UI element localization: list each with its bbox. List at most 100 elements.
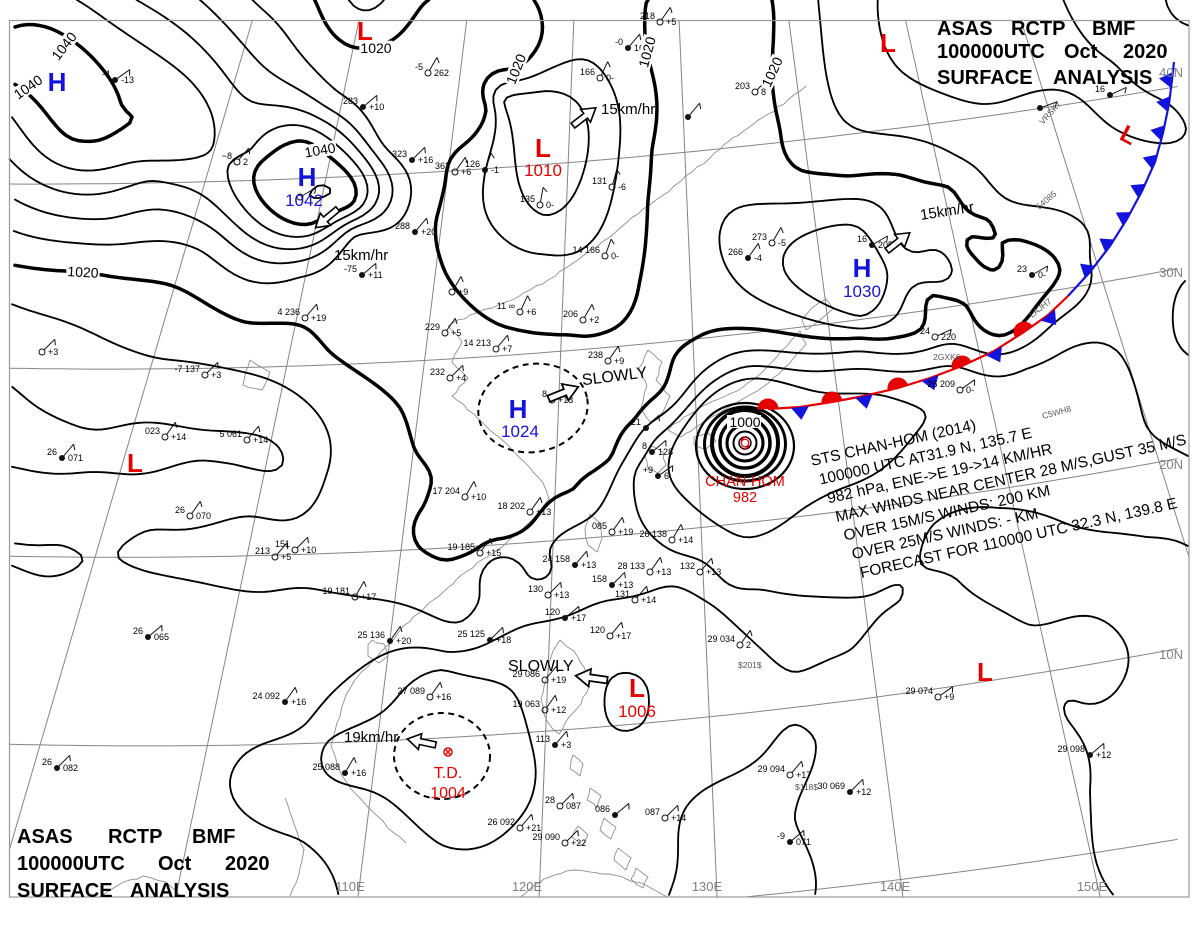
svg-text:-4: -4 bbox=[754, 253, 762, 263]
svg-text:266: 266 bbox=[728, 247, 743, 257]
svg-text:213: 213 bbox=[255, 546, 270, 556]
svg-text:BMF: BMF bbox=[1092, 18, 1135, 40]
svg-text:+19: +19 bbox=[551, 675, 566, 685]
svg-text:220: 220 bbox=[941, 332, 956, 342]
svg-text:0-: 0- bbox=[966, 385, 974, 395]
svg-text:2020: 2020 bbox=[225, 853, 270, 875]
svg-text:+18: +18 bbox=[496, 635, 511, 645]
svg-text:1004: 1004 bbox=[430, 785, 466, 802]
svg-text:+16: +16 bbox=[418, 155, 433, 165]
svg-text:25 088: 25 088 bbox=[312, 762, 340, 772]
svg-text:L: L bbox=[357, 16, 373, 46]
svg-text:023: 023 bbox=[145, 426, 160, 436]
svg-text:30N: 30N bbox=[1159, 265, 1183, 280]
svg-text:19 181: 19 181 bbox=[322, 586, 350, 596]
svg-text:L: L bbox=[977, 657, 993, 687]
svg-text:30 069: 30 069 bbox=[817, 781, 845, 791]
svg-text:+5: +5 bbox=[666, 17, 676, 27]
svg-text:14 213: 14 213 bbox=[463, 338, 491, 348]
svg-text:128: 128 bbox=[658, 447, 673, 457]
svg-text:8: 8 bbox=[761, 87, 766, 97]
svg-text:+17: +17 bbox=[571, 613, 586, 623]
svg-text:+9: +9 bbox=[643, 465, 653, 475]
svg-text:+14: +14 bbox=[641, 595, 656, 605]
svg-text:1000: 1000 bbox=[729, 414, 760, 430]
svg-text:238: 238 bbox=[588, 350, 603, 360]
svg-text:SURFACE: SURFACE bbox=[937, 67, 1033, 89]
svg-text:H: H bbox=[298, 162, 317, 192]
svg-text:070: 070 bbox=[196, 511, 211, 521]
svg-text:2: 2 bbox=[243, 157, 248, 167]
svg-text:323: 323 bbox=[392, 149, 407, 159]
svg-text:ANALYSIS: ANALYSIS bbox=[1053, 67, 1152, 89]
svg-text:087: 087 bbox=[566, 801, 581, 811]
svg-text:ANALYSIS: ANALYSIS bbox=[130, 880, 229, 902]
svg-text:1010: 1010 bbox=[524, 161, 562, 180]
svg-text:29 086: 29 086 bbox=[512, 669, 540, 679]
svg-text:+4: +4 bbox=[456, 373, 466, 383]
svg-text:+13: +13 bbox=[581, 560, 596, 570]
svg-text:+13: +13 bbox=[554, 590, 569, 600]
svg-text:+22: +22 bbox=[571, 838, 586, 848]
svg-text:28: 28 bbox=[545, 795, 555, 805]
svg-text:23: 23 bbox=[1017, 264, 1027, 274]
svg-text:+10: +10 bbox=[471, 492, 486, 502]
svg-text:1040: 1040 bbox=[303, 139, 337, 160]
svg-text:24: 24 bbox=[920, 326, 930, 336]
svg-text:158: 158 bbox=[592, 574, 607, 584]
svg-text:6: 6 bbox=[664, 471, 669, 481]
svg-text:28 133: 28 133 bbox=[617, 561, 645, 571]
svg-text:206: 206 bbox=[563, 309, 578, 319]
svg-text:L: L bbox=[127, 448, 143, 478]
svg-text:27 089: 27 089 bbox=[397, 686, 425, 696]
svg-text:113: 113 bbox=[536, 734, 550, 744]
svg-text:-4: -4 bbox=[102, 69, 110, 79]
svg-text:19km/hr: 19km/hr bbox=[344, 729, 398, 746]
svg-text:+19: +19 bbox=[311, 313, 326, 323]
svg-text:2020: 2020 bbox=[1123, 41, 1168, 63]
svg-text:+14: +14 bbox=[171, 432, 186, 442]
svg-text:2: 2 bbox=[746, 640, 751, 650]
svg-text:Oct: Oct bbox=[1064, 41, 1098, 63]
svg-text:+9: +9 bbox=[458, 287, 468, 297]
svg-text:24 092: 24 092 bbox=[252, 691, 280, 701]
svg-text:071: 071 bbox=[796, 837, 811, 847]
svg-text:+15: +15 bbox=[486, 548, 501, 558]
svg-text:120: 120 bbox=[590, 625, 605, 635]
svg-text:082: 082 bbox=[63, 763, 78, 773]
svg-text:151: 151 bbox=[275, 539, 290, 549]
svg-text:26: 26 bbox=[175, 505, 185, 515]
svg-text:+17: +17 bbox=[796, 770, 811, 780]
svg-text:20N: 20N bbox=[1159, 457, 1183, 472]
svg-text:+3: +3 bbox=[48, 347, 58, 357]
svg-text:131: 131 bbox=[592, 176, 607, 186]
svg-text:8: 8 bbox=[542, 389, 547, 399]
svg-text:132: 132 bbox=[680, 561, 695, 571]
svg-text:1030: 1030 bbox=[843, 282, 881, 301]
svg-text:205: 205 bbox=[878, 240, 893, 250]
svg-text:229: 229 bbox=[425, 322, 440, 332]
svg-text:+10: +10 bbox=[369, 102, 384, 112]
svg-text:0-: 0- bbox=[611, 251, 619, 261]
svg-text:~8: ~8 bbox=[222, 151, 232, 161]
svg-text:120E: 120E bbox=[512, 879, 543, 894]
svg-text:126: 126 bbox=[465, 159, 480, 169]
svg-text:166: 166 bbox=[580, 67, 595, 77]
svg-text:8: 8 bbox=[642, 441, 647, 451]
svg-text:-13: -13 bbox=[121, 75, 134, 85]
svg-text:+20: +20 bbox=[421, 227, 436, 237]
svg-text:29 034: 29 034 bbox=[707, 634, 735, 644]
svg-text:203: 203 bbox=[735, 81, 750, 91]
svg-text:+6: +6 bbox=[461, 167, 471, 177]
svg-text:10N: 10N bbox=[1159, 647, 1183, 662]
svg-text:ASAS: ASAS bbox=[937, 18, 993, 40]
svg-text:29 090: 29 090 bbox=[532, 832, 560, 842]
svg-text:15km/hr: 15km/hr bbox=[334, 247, 388, 264]
svg-text:283: 283 bbox=[343, 96, 358, 106]
svg-text:Oct: Oct bbox=[158, 853, 192, 875]
svg-text:120: 120 bbox=[545, 607, 560, 617]
svg-text:+12: +12 bbox=[551, 705, 566, 715]
svg-text:100000UTC: 100000UTC bbox=[17, 853, 125, 875]
svg-text:L: L bbox=[535, 133, 551, 163]
svg-text:14 166: 14 166 bbox=[572, 245, 600, 255]
